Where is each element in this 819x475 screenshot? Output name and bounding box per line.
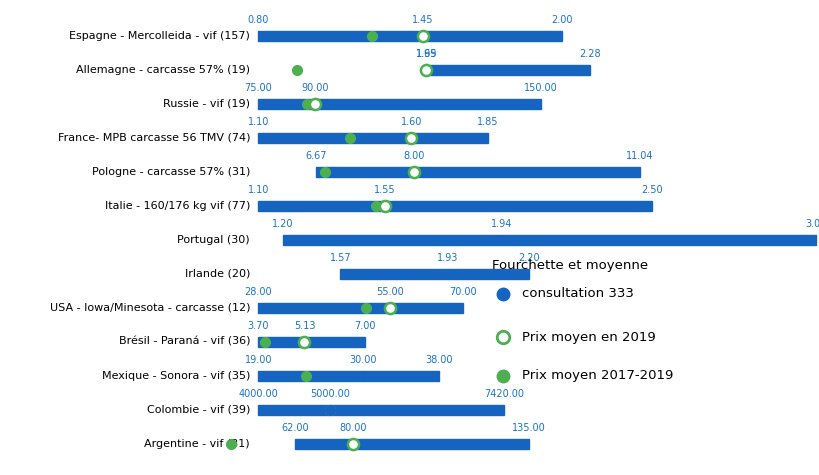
Text: 90.00: 90.00 <box>301 83 328 93</box>
Bar <box>315 167 639 177</box>
Text: Prix moyen 2017-2019: Prix moyen 2017-2019 <box>522 369 673 382</box>
Text: 1.93: 1.93 <box>437 253 458 263</box>
Text: Espagne - Mercolleida - vif (157): Espagne - Mercolleida - vif (157) <box>69 31 250 41</box>
Text: 0.80: 0.80 <box>247 15 269 25</box>
Text: Argentine - vif (31): Argentine - vif (31) <box>144 439 250 449</box>
Text: 1.85: 1.85 <box>477 117 498 127</box>
Text: 3.00: 3.00 <box>804 219 819 229</box>
Bar <box>258 405 504 415</box>
Text: 2.50: 2.50 <box>640 185 662 195</box>
Text: Brésil - Paraná - vif (36): Brésil - Paraná - vif (36) <box>119 337 250 347</box>
Text: 55.00: 55.00 <box>376 287 404 297</box>
Text: 3.70: 3.70 <box>247 321 269 331</box>
Text: Allemagne - carcasse 57% (19): Allemagne - carcasse 57% (19) <box>76 65 250 75</box>
Bar <box>258 31 561 41</box>
Text: 11.04: 11.04 <box>625 151 653 161</box>
Bar <box>258 201 651 211</box>
Bar <box>295 439 528 449</box>
Bar <box>283 235 815 245</box>
Text: 19.00: 19.00 <box>244 355 272 365</box>
Text: 7.00: 7.00 <box>354 321 375 331</box>
Text: 1.57: 1.57 <box>329 253 351 263</box>
Text: 1.20: 1.20 <box>272 219 293 229</box>
Text: 70.00: 70.00 <box>449 287 477 297</box>
Text: 62.00: 62.00 <box>281 423 309 433</box>
Text: 1.55: 1.55 <box>373 185 395 195</box>
Text: USA - Iowa/Minesota - carcasse (12): USA - Iowa/Minesota - carcasse (12) <box>49 303 250 313</box>
Text: 135.00: 135.00 <box>511 423 545 433</box>
Bar <box>258 133 487 143</box>
Text: 1.69: 1.69 <box>415 49 437 59</box>
Text: 1.10: 1.10 <box>247 185 269 195</box>
Bar <box>258 99 541 109</box>
Text: 5000.00: 5000.00 <box>310 389 350 399</box>
Bar <box>258 337 364 347</box>
Text: Russie - vif (19): Russie - vif (19) <box>163 99 250 109</box>
Text: consultation 333: consultation 333 <box>522 287 633 300</box>
Text: 2.28: 2.28 <box>579 49 600 59</box>
Text: Fourchette et moyenne: Fourchette et moyenne <box>491 259 647 272</box>
Bar <box>258 370 438 381</box>
Text: 30.00: 30.00 <box>349 355 376 365</box>
Text: 7420.00: 7420.00 <box>484 389 523 399</box>
Text: 2.00: 2.00 <box>550 15 572 25</box>
Text: 28.00: 28.00 <box>244 287 272 297</box>
Text: 1.60: 1.60 <box>400 117 422 127</box>
Bar <box>340 269 528 279</box>
Bar <box>258 303 463 313</box>
Text: Mexique - Sonora - vif (35): Mexique - Sonora - vif (35) <box>102 371 250 381</box>
Text: 8.00: 8.00 <box>403 151 424 161</box>
Text: 80.00: 80.00 <box>339 423 366 433</box>
Text: 4000.00: 4000.00 <box>238 389 278 399</box>
Text: France- MPB carcasse 56 TMV (74): France- MPB carcasse 56 TMV (74) <box>57 133 250 143</box>
Text: Portugal (30): Portugal (30) <box>177 235 250 245</box>
Text: 1.94: 1.94 <box>491 219 512 229</box>
Text: 38.00: 38.00 <box>424 355 452 365</box>
Text: 1.95: 1.95 <box>415 49 437 59</box>
Text: Irlande (20): Irlande (20) <box>184 269 250 279</box>
Text: Colombie - vif (39): Colombie - vif (39) <box>147 405 250 415</box>
Text: 6.67: 6.67 <box>305 151 326 161</box>
Text: Prix moyen en 2019: Prix moyen en 2019 <box>522 331 655 343</box>
Text: 1.45: 1.45 <box>411 15 433 25</box>
Bar <box>426 65 590 75</box>
Text: Pologne - carcasse 57% (31): Pologne - carcasse 57% (31) <box>92 167 250 177</box>
Text: 75.00: 75.00 <box>244 83 272 93</box>
Text: 1.10: 1.10 <box>247 117 269 127</box>
Text: 2.20: 2.20 <box>518 253 539 263</box>
Text: Italie - 160/176 kg vif (77): Italie - 160/176 kg vif (77) <box>105 201 250 211</box>
Text: 5.13: 5.13 <box>293 321 314 331</box>
Text: 150.00: 150.00 <box>523 83 558 93</box>
